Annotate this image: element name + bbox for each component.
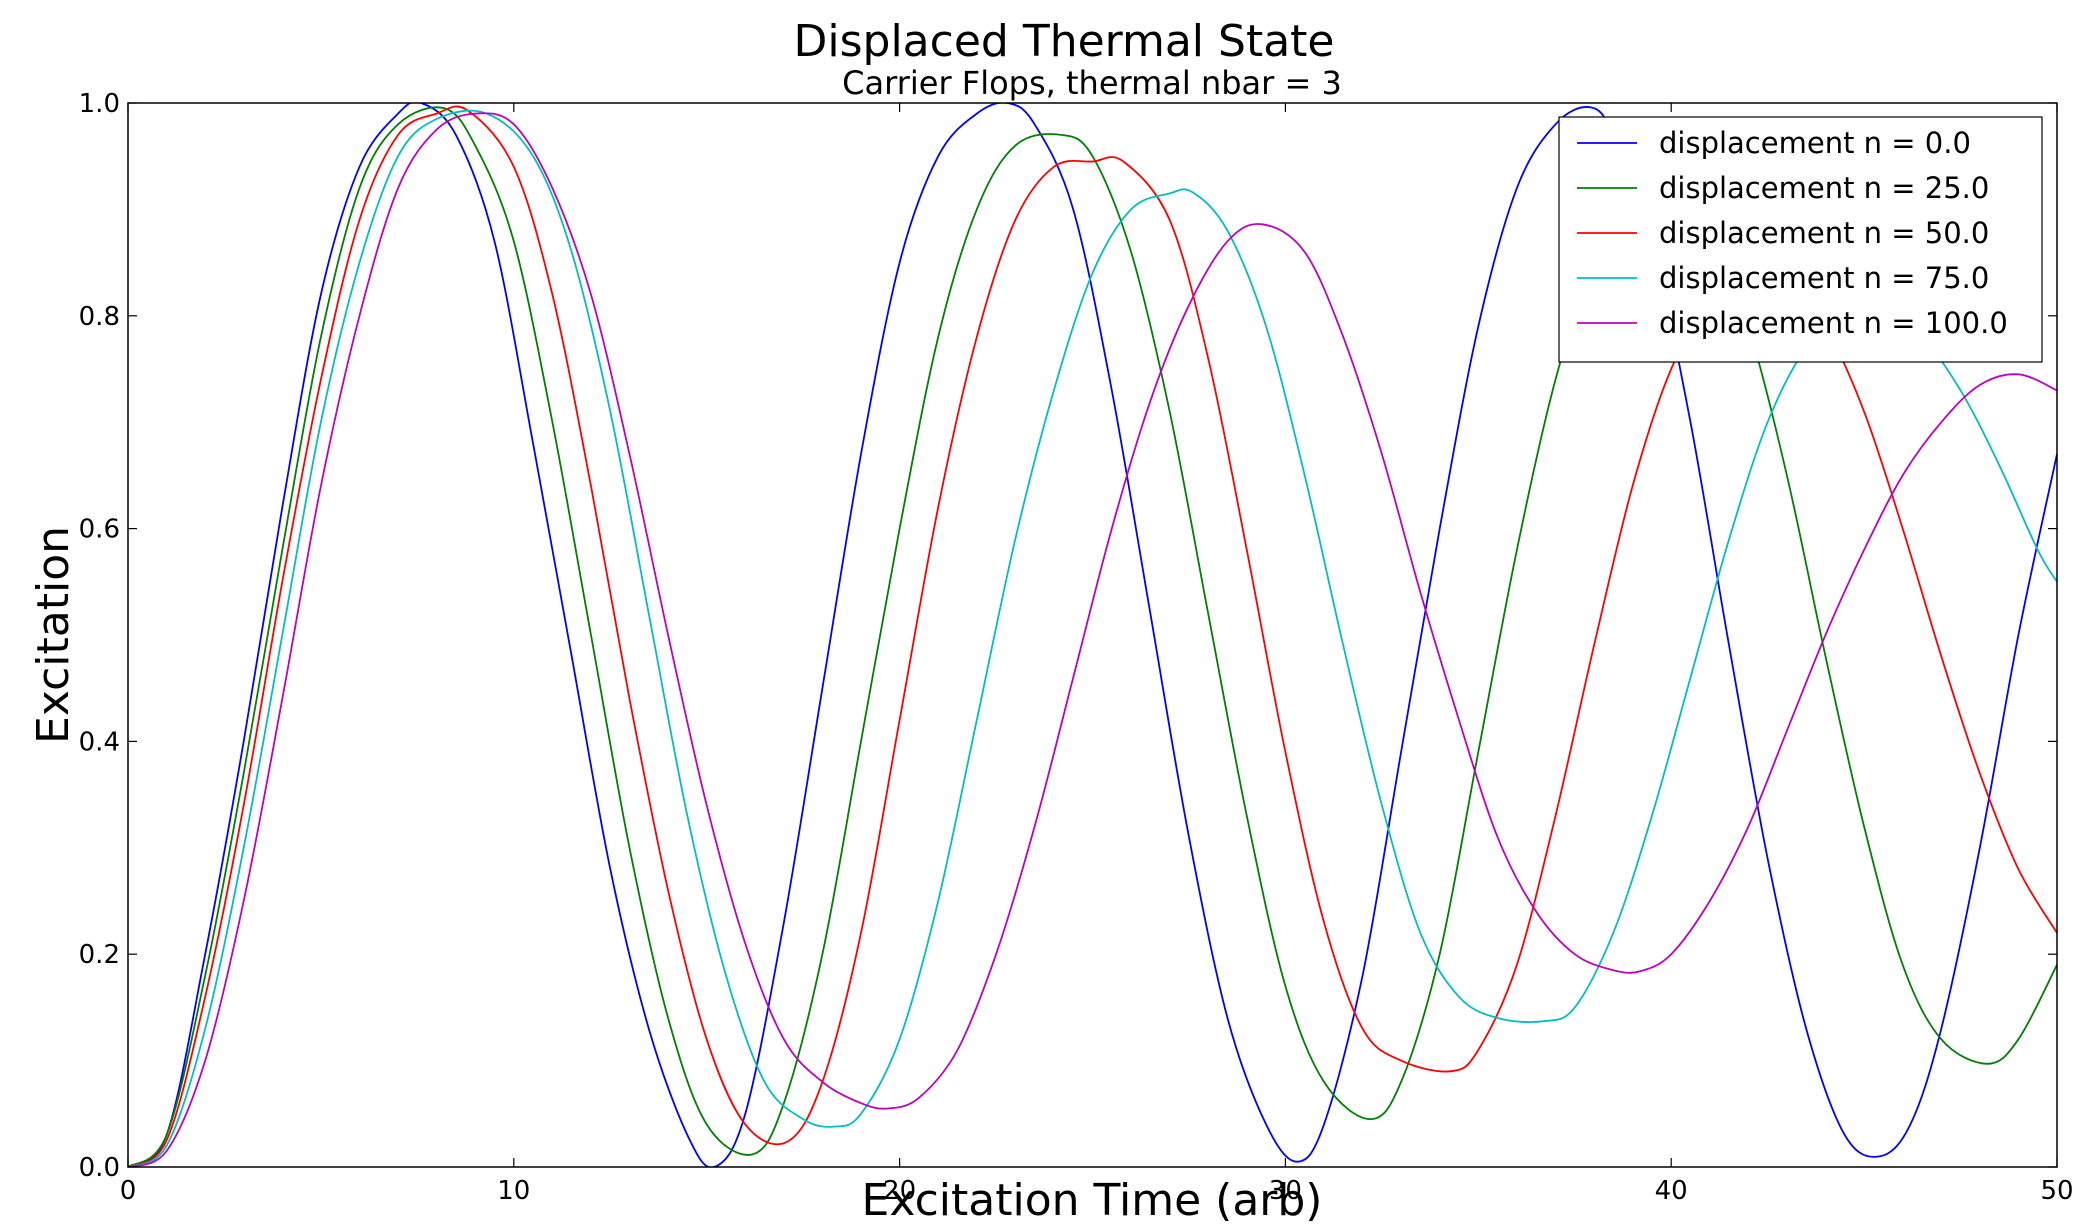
series-line-0: [128, 103, 2057, 1167]
legend-label: displacement n = 100.0: [1659, 306, 2008, 340]
legend-label: displacement n = 75.0: [1659, 261, 1989, 295]
plot-frame: [127, 102, 2058, 1168]
y-tick-label: 0.6: [79, 515, 120, 545]
y-tick-label: 0.2: [79, 940, 120, 970]
x-tick-label: 40: [1655, 1176, 1688, 1206]
x-tick-label: 0: [120, 1176, 137, 1206]
chart-subtitle: Carrier Flops, thermal nbar = 3: [842, 64, 1342, 102]
legend-box: [1558, 116, 2043, 363]
legend: displacement n = 0.0 displacement n = 25.…: [1558, 116, 2043, 363]
chart-title: Displaced Thermal State: [794, 16, 1335, 67]
y-tick-label: 1.0: [79, 89, 120, 119]
x-tick-label: 50: [2040, 1176, 2073, 1206]
series-line-4: [128, 112, 2057, 1167]
y-tick-label: 0.8: [79, 302, 120, 332]
legend-label: displacement n = 0.0: [1659, 126, 1971, 160]
x-axis-label: Excitation Time (arb): [862, 1175, 1323, 1225]
y-axis-label: Excitation: [28, 526, 79, 744]
x-tick-label: 10: [497, 1176, 530, 1206]
tick-layer: 0 10 20 30 40 50 0.0 0.2 0.4 0.6 0.8 1.0: [79, 89, 2074, 1206]
legend-label: displacement n = 25.0: [1659, 171, 1989, 205]
x-tick-label: 20: [883, 1176, 916, 1206]
x-tick-label: 30: [1269, 1176, 1302, 1206]
y-tick-label: 0.4: [79, 727, 120, 757]
legend-label: displacement n = 50.0: [1659, 216, 1989, 250]
y-tick-label: 0.0: [79, 1153, 120, 1183]
series-line-3: [128, 109, 2057, 1167]
